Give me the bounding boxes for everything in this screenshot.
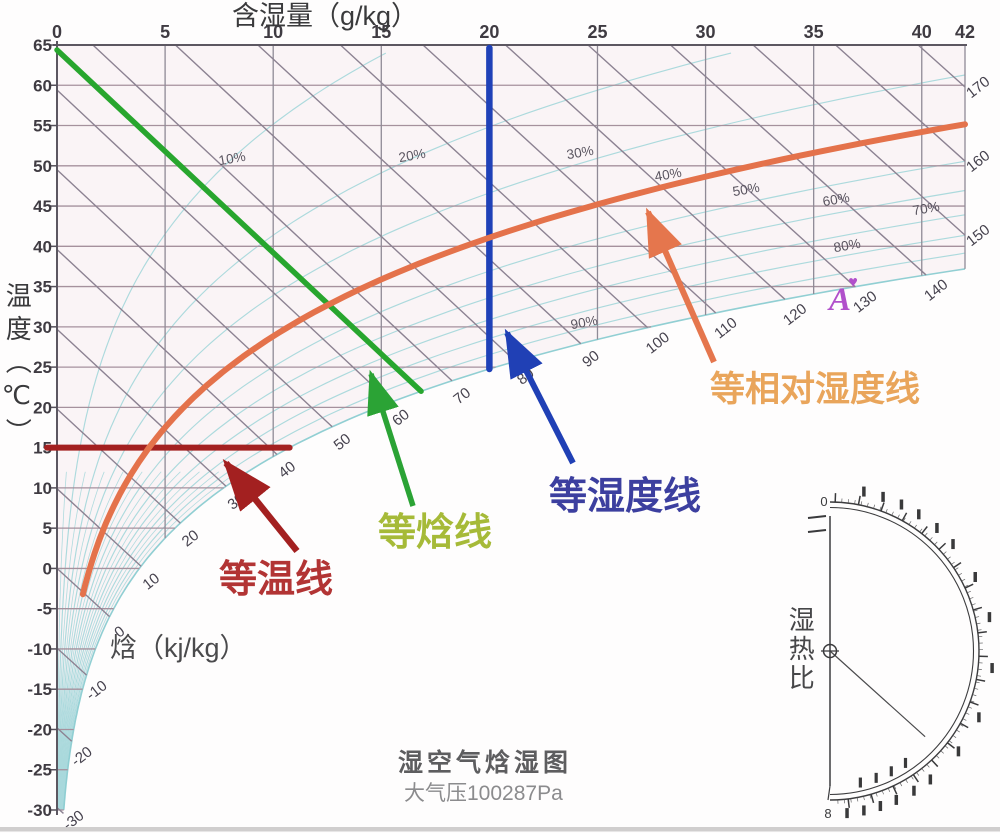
svg-text:40: 40 [33, 237, 52, 256]
svg-text:130: 130 [850, 288, 880, 317]
temperature-axis-title: 温度（℃） [2, 282, 33, 451]
svg-text:25: 25 [33, 358, 52, 377]
svg-text:60: 60 [33, 76, 52, 95]
svg-text:-10: -10 [83, 677, 111, 704]
enthalpy-axis-title: 焓（kj/kg） [110, 633, 247, 663]
svg-text:0: 0 [43, 559, 52, 578]
iso-rh-arrow [645, 207, 717, 364]
svg-text:90: 90 [579, 347, 603, 371]
svg-text:55: 55 [33, 117, 52, 136]
svg-text:150: 150 [963, 221, 993, 250]
heat-moisture-ratio-label: 湿热比 [785, 606, 816, 693]
annotation-arrows [222, 207, 717, 554]
svg-text:80%: 80% [832, 236, 861, 255]
annotation-iso-relative-humidity: 等相对湿度线 [710, 370, 921, 409]
svg-text:60: 60 [389, 406, 413, 430]
svg-text:5: 5 [43, 519, 52, 538]
moisture-axis-title: 含湿量（g/kg） [232, 1, 419, 31]
svg-text:-5: -5 [37, 600, 52, 619]
svg-text:60%: 60% [821, 190, 850, 209]
svg-text:10%: 10% [217, 149, 246, 168]
iso-moisture-arrow [504, 328, 576, 465]
svg-text:25: 25 [587, 22, 607, 42]
svg-text:90%: 90% [569, 313, 598, 332]
rh-curves [56, 52, 966, 811]
svg-text:140: 140 [921, 276, 951, 305]
svg-text:42: 42 [955, 22, 975, 42]
chart-title: 湿空气焓湿图 [398, 749, 573, 777]
svg-text:120: 120 [780, 300, 810, 329]
example-lines [44, 44, 968, 598]
annotation-isotherm: 等温线 [219, 559, 334, 601]
svg-text:50: 50 [33, 157, 52, 176]
svg-text:100: 100 [643, 329, 673, 358]
svg-text:45: 45 [33, 197, 52, 216]
svg-text:20%: 20% [397, 146, 426, 165]
rh-labels: 10% 20% 30% 40% 50% 60% 70% 80% 90% [217, 143, 940, 332]
protractor-top-value: 0 [820, 494, 827, 509]
svg-text:20: 20 [179, 527, 203, 551]
svg-text:-10: -10 [27, 640, 52, 659]
svg-text:35: 35 [33, 278, 52, 297]
svg-text:35: 35 [804, 22, 824, 42]
chart-region-tint [57, 45, 965, 810]
svg-text:30: 30 [33, 318, 52, 337]
svg-text:10: 10 [263, 22, 283, 42]
svg-text:70: 70 [450, 384, 474, 408]
svg-text:-25: -25 [27, 761, 52, 780]
point-a-label: A [829, 282, 852, 318]
enthalpy-lines [56, 44, 966, 814]
svg-text:0: 0 [52, 22, 62, 42]
svg-text:15: 15 [371, 22, 391, 42]
point-a-marker: ♥ [848, 274, 858, 291]
bottom-border-strip [0, 827, 1000, 832]
example-iso-enthalpy-line [54, 47, 424, 395]
svg-text:♥: ♥ [848, 274, 858, 291]
iso-enthalpy-arrow [367, 369, 416, 507]
annotation-iso-enthalpy: 等焓线 [378, 512, 493, 554]
axes: 65605550454035302520151050-5-10-15-20-25… [27, 22, 975, 820]
svg-text:-20: -20 [68, 743, 96, 770]
svg-text:10: 10 [33, 479, 52, 498]
annotation-iso-moisture: 等湿度线 [549, 476, 702, 518]
svg-text:30: 30 [224, 490, 248, 514]
protractor-bottom-value: 8 [824, 806, 831, 821]
svg-text:40: 40 [275, 458, 299, 482]
example-iso-rh-curve [79, 121, 968, 598]
isotherm-arrow [222, 458, 300, 554]
svg-text:160: 160 [963, 147, 993, 176]
svg-text:-15: -15 [27, 680, 52, 699]
svg-text:30%: 30% [565, 143, 594, 162]
svg-text:50: 50 [331, 430, 355, 454]
svg-text:-30: -30 [27, 801, 52, 820]
svg-text:50%: 50% [731, 180, 760, 199]
svg-text:20: 20 [33, 398, 52, 417]
svg-text:10: 10 [139, 570, 163, 594]
svg-text:5: 5 [160, 22, 170, 42]
svg-text:170: 170 [963, 73, 993, 102]
svg-text:30: 30 [696, 22, 716, 42]
svg-text:40%: 40% [653, 165, 682, 184]
svg-text:15: 15 [33, 439, 52, 458]
svg-text:70%: 70% [911, 199, 940, 218]
pressure-note: 大气压100287Pa [404, 782, 563, 805]
svg-text:40: 40 [912, 22, 932, 42]
protractor-pointer [829, 650, 926, 738]
svg-text:20: 20 [479, 22, 499, 42]
svg-text:65: 65 [33, 36, 52, 55]
svg-text:110: 110 [711, 314, 740, 342]
svg-text:-20: -20 [27, 720, 52, 739]
heat-moisture-ratio-protractor: 08 [807, 486, 994, 821]
